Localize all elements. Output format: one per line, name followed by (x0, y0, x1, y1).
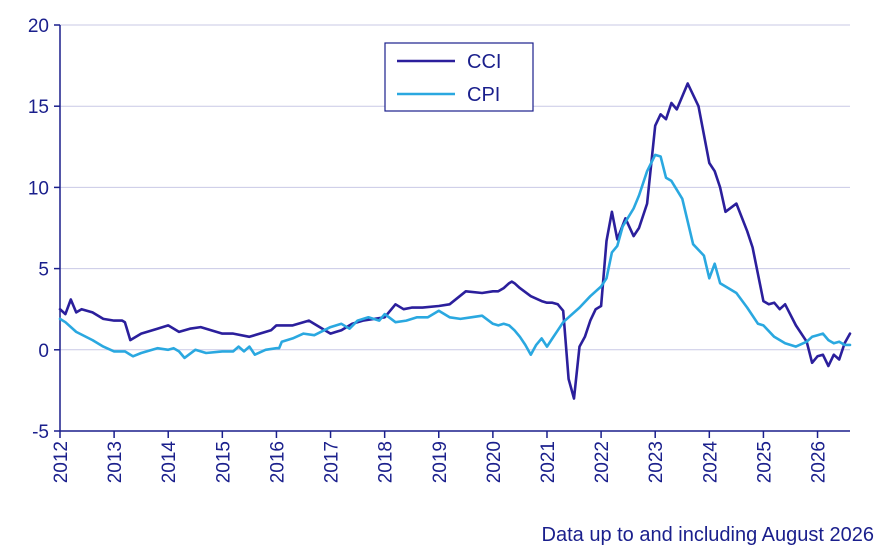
axes (59, 25, 850, 432)
x-tick-label-2025: 2025 (754, 441, 775, 483)
y-tick-label-15: 15 (28, 97, 49, 118)
x-tick-label-2014: 2014 (159, 441, 180, 484)
data-note: Data up to and including August 2026 (541, 524, 874, 546)
x-tick-label-2021: 2021 (538, 441, 559, 483)
series-lines (58, 82, 852, 400)
legend: CCI CPI (384, 42, 534, 112)
legend-label-cci: CCI (467, 51, 501, 73)
x-tick-label-2020: 2020 (484, 441, 505, 483)
series-line-cci (58, 82, 852, 400)
x-tick-label-2015: 2015 (213, 441, 234, 483)
y-tick-label-10: 10 (28, 178, 49, 199)
legend-box (384, 42, 534, 112)
y-tick-label-0: 0 (38, 341, 49, 362)
x-tick-label-2023: 2023 (646, 441, 667, 483)
x-tick-label-2012: 2012 (51, 441, 72, 483)
legend-label-cpi: CPI (467, 84, 500, 106)
y-tick-label--5: -5 (32, 422, 49, 443)
grid-lines (60, 24, 850, 351)
x-axis-ticks: 2012 2013 2014 2015 2016 2017 2018 2019 2020 2021… (51, 431, 830, 483)
y-tick-label-20: 20 (28, 16, 49, 37)
x-tick-label-2018: 2018 (376, 441, 397, 483)
x-tick-label-2019: 2019 (430, 441, 451, 483)
y-tick-label-5: 5 (38, 260, 49, 281)
series-line-cpi (58, 153, 852, 360)
x-tick-label-2026: 2026 (809, 441, 830, 483)
x-tick-label-2022: 2022 (592, 441, 613, 483)
x-tick-label-2024: 2024 (700, 441, 721, 484)
x-tick-label-2016: 2016 (267, 441, 288, 483)
x-tick-label-2013: 2013 (105, 441, 126, 483)
x-tick-label-2017: 2017 (322, 441, 343, 483)
y-axis-ticks: -5 0 5 10 15 20 (28, 16, 60, 443)
